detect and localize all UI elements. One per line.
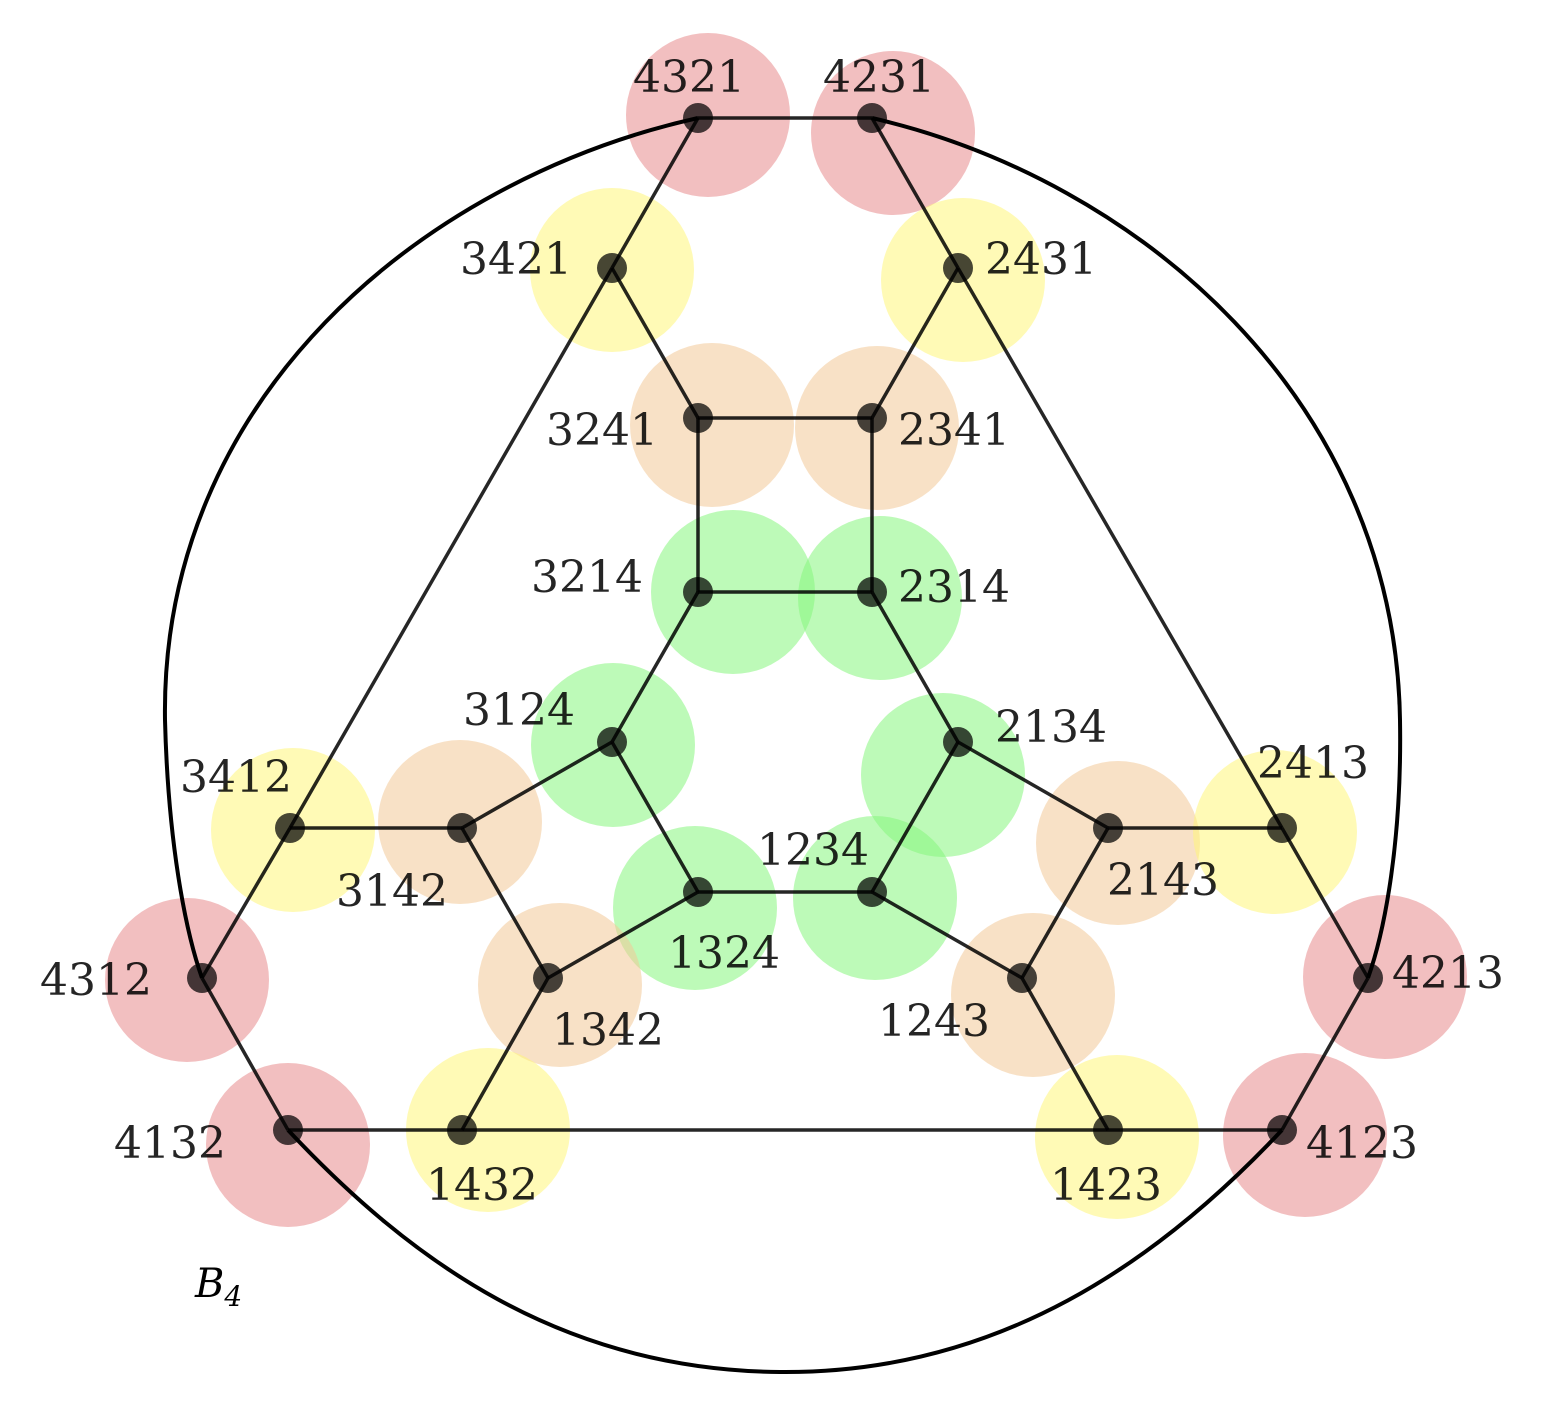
node-4321[interactable]: [683, 103, 713, 133]
highlight-1324: [613, 826, 777, 990]
edge-1243-1423: [1020, 977, 1110, 1131]
node-label-1432: 1432: [426, 1160, 538, 1211]
caption-main: B: [194, 1261, 224, 1307]
node-1234[interactable]: [857, 877, 887, 907]
node-label-3412: 3412: [180, 752, 292, 803]
node-label-3142: 3142: [336, 866, 448, 917]
node-label-3124: 3124: [463, 685, 575, 736]
edge-2431-2413: [956, 267, 1284, 829]
node-1324[interactable]: [683, 877, 713, 907]
edge-1342-1432: [460, 977, 550, 1131]
node-label-4321: 4321: [633, 52, 745, 103]
node-1423[interactable]: [1093, 1115, 1123, 1145]
node-label-1342: 1342: [552, 1005, 664, 1056]
outer-curve-4321-4312: [162, 116, 699, 979]
node-2341[interactable]: [857, 403, 887, 433]
node-1342[interactable]: [533, 963, 563, 993]
highlight-4231: [811, 51, 975, 215]
node-label-2341: 2341: [898, 405, 1010, 456]
node-label-3241: 3241: [546, 405, 658, 456]
node-2134[interactable]: [943, 727, 973, 757]
node-layer: [187, 103, 1383, 1145]
edge-3412-4312: [200, 827, 292, 979]
edge-2143-1243: [1020, 827, 1110, 979]
edge-2134-2143: [957, 740, 1109, 830]
graph-caption: B4: [194, 1261, 242, 1313]
node-label-4312: 4312: [40, 955, 152, 1006]
node-4231[interactable]: [857, 103, 887, 133]
node-label-1234: 1234: [757, 825, 869, 876]
node-1432[interactable]: [447, 1115, 477, 1145]
node-label-4213: 4213: [1392, 948, 1504, 999]
edge-layer: [200, 116, 1370, 1132]
edge-3124-3142: [461, 740, 613, 830]
edge-3142-1342: [460, 827, 550, 979]
label-layer: 4321 4231 3421 2431 3241 2341 3214 2314 3124 2134…: [40, 52, 1504, 1211]
node-2314[interactable]: [857, 577, 887, 607]
node-label-2314: 2314: [898, 562, 1010, 613]
node-4312[interactable]: [187, 963, 217, 993]
outer-curve-4132-4123: [286, 1128, 1284, 1375]
outer-curve-layer: [162, 116, 1403, 1375]
node-4213[interactable]: [1353, 963, 1383, 993]
node-3421[interactable]: [597, 253, 627, 283]
node-label-2413: 2413: [1257, 738, 1369, 789]
node-4123[interactable]: [1267, 1115, 1297, 1145]
edge-4312-4132: [200, 977, 290, 1131]
outer-curve-4231-4213: [871, 116, 1403, 979]
node-label-3421: 3421: [460, 234, 572, 285]
edge-2134-1234: [870, 741, 960, 893]
node-4132[interactable]: [273, 1115, 303, 1145]
highlight-layer: [105, 33, 1467, 1227]
node-1243[interactable]: [1007, 963, 1037, 993]
edge-2314-2134: [870, 591, 960, 743]
highlight-4123: [1223, 1053, 1387, 1217]
node-3214[interactable]: [683, 577, 713, 607]
node-label-2431: 2431: [985, 234, 1097, 285]
edge-4231-2431: [870, 117, 960, 269]
node-label-2134: 2134: [995, 702, 1107, 753]
node-label-4231: 4231: [823, 52, 935, 103]
edge-2413-4213: [1280, 827, 1370, 979]
edge-3124-1324: [610, 741, 700, 893]
node-label-2143: 2143: [1107, 855, 1219, 906]
node-label-3214: 3214: [531, 552, 643, 603]
node-label-4132: 4132: [114, 1118, 226, 1169]
node-3412[interactable]: [275, 813, 305, 843]
edge-3421-3412: [288, 267, 614, 829]
node-label-1324: 1324: [668, 928, 780, 979]
node-label-1243: 1243: [878, 996, 990, 1047]
edge-1324-1342: [547, 890, 699, 980]
node-3241[interactable]: [683, 403, 713, 433]
node-label-4123: 4123: [1306, 1118, 1418, 1169]
edge-3214-3124: [610, 591, 700, 743]
edge-1234-1243: [871, 890, 1023, 980]
edge-4321-3421: [610, 117, 700, 269]
edge-2431-2341: [870, 267, 960, 419]
node-label-1423: 1423: [1050, 1160, 1162, 1211]
caption-subscript: 4: [223, 1280, 242, 1313]
node-3124[interactable]: [597, 727, 627, 757]
node-2143[interactable]: [1093, 813, 1123, 843]
node-3142[interactable]: [447, 813, 477, 843]
edge-4213-4123: [1280, 977, 1370, 1131]
node-2431[interactable]: [943, 253, 973, 283]
node-2413[interactable]: [1267, 813, 1297, 843]
highlight-3241: [630, 343, 794, 507]
edge-3421-3241: [610, 267, 700, 419]
highlight-2134: [861, 693, 1025, 857]
